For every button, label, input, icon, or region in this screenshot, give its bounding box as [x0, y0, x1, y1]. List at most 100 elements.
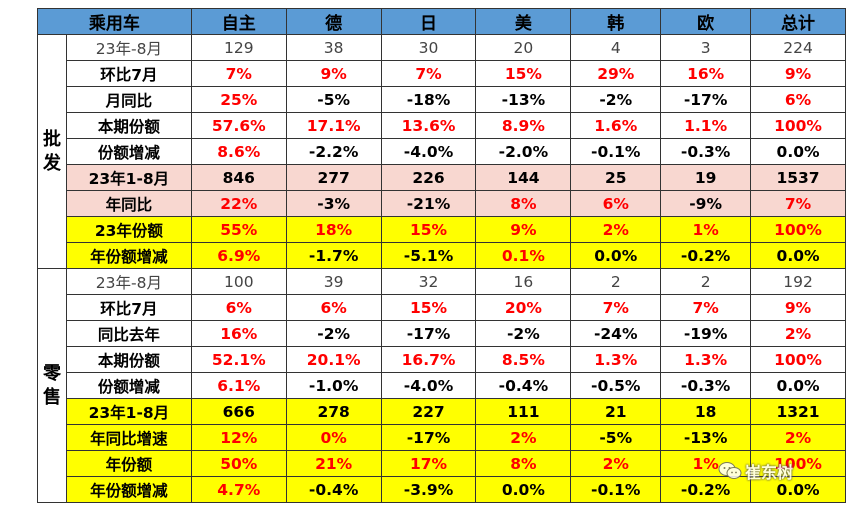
value-cell: 227	[380, 398, 477, 425]
value-cell: 1.3%	[570, 346, 662, 373]
value-cell: 16.7%	[380, 346, 477, 373]
value-cell: 55%	[190, 216, 287, 243]
value-cell: 277	[285, 164, 382, 191]
value-cell: -24%	[570, 320, 662, 347]
value-cell: 25	[570, 164, 662, 191]
table-row: 年同比 22% -3% -21% 8% 6% -9% 7%	[38, 190, 846, 217]
value-cell: -0.4%	[475, 372, 572, 399]
value-cell: 38	[285, 34, 382, 61]
value-cell: 111	[475, 398, 572, 425]
value-cell: -0.4%	[285, 476, 382, 503]
value-cell: 0.0%	[750, 372, 846, 399]
value-cell: 0%	[285, 424, 382, 451]
value-cell: 0.0%	[750, 138, 846, 165]
value-cell: 32	[380, 268, 477, 295]
row-label: 同比去年	[65, 320, 192, 347]
value-cell: -2.0%	[475, 138, 572, 165]
header-cell: 乘用车	[37, 8, 192, 35]
table-row: 同比去年 16% -2% -17% -2% -24% -19% 2%	[38, 320, 846, 347]
table-row: 本期份额 57.6% 17.1% 13.6% 8.9% 1.6% 1.1% 100%	[38, 112, 846, 139]
table-row: 环比7月 6% 6% 15% 20% 7% 7% 9%	[38, 294, 846, 321]
value-cell: 6%	[285, 294, 382, 321]
value-cell: 2%	[570, 450, 662, 477]
table-row: 本期份额 52.1% 20.1% 16.7% 8.5% 1.3% 1.3% 100%	[38, 346, 846, 373]
value-cell: 57.6%	[190, 112, 287, 139]
value-cell: 15%	[475, 60, 572, 87]
table-row: 零售 23年-8月 100 39 32 16 2 2 192	[37, 268, 846, 503]
value-cell: 0.0%	[475, 476, 572, 503]
value-cell: -17%	[380, 320, 477, 347]
value-cell: 7%	[750, 190, 846, 217]
value-cell: 7%	[570, 294, 662, 321]
value-cell: 25%	[190, 86, 287, 113]
value-cell: 100%	[750, 346, 846, 373]
table-row: 份额增减 8.6% -2.2% -4.0% -2.0% -0.1% -0.3% 0.0%	[38, 138, 846, 165]
value-cell: -2.2%	[285, 138, 382, 165]
row-label: 环比7月	[65, 294, 192, 321]
table-row: 年份额增减 6.9% -1.7% -5.1% 0.1% 0.0% -0.2% 0.0%	[38, 242, 846, 269]
group-label: 批发	[37, 34, 67, 269]
value-cell: 15%	[380, 294, 477, 321]
value-cell: 8.9%	[475, 112, 572, 139]
value-cell: -9%	[660, 190, 752, 217]
row-label: 本期份额	[65, 112, 192, 139]
value-cell: -18%	[380, 86, 477, 113]
value-cell: -0.2%	[660, 476, 752, 503]
value-cell: 9%	[750, 60, 846, 87]
value-cell: 8.5%	[475, 346, 572, 373]
value-cell: 0.0%	[570, 242, 662, 269]
value-cell: 7%	[380, 60, 477, 87]
value-cell: 7%	[660, 294, 752, 321]
row-label: 23年-8月	[65, 268, 192, 295]
row-label: 年份额增减	[65, 476, 192, 503]
header-cell: 欧	[660, 8, 752, 35]
header-cell: 德	[285, 8, 382, 35]
value-cell: 8%	[475, 190, 572, 217]
value-cell: 846	[190, 164, 287, 191]
header-cell: 自主	[190, 8, 287, 35]
value-cell: -5%	[570, 424, 662, 451]
value-cell: 8%	[475, 450, 572, 477]
value-cell: 0.0%	[750, 242, 846, 269]
value-cell: 1%	[660, 216, 752, 243]
table-row: 份额增减 6.1% -1.0% -4.0% -0.4% -0.5% -0.3% 0.0%	[38, 372, 846, 399]
row-label: 年份额	[65, 450, 192, 477]
value-cell: 52.1%	[190, 346, 287, 373]
value-cell: 12%	[190, 424, 287, 451]
value-cell: 20	[475, 34, 572, 61]
value-cell: 30	[380, 34, 477, 61]
value-cell: -5%	[285, 86, 382, 113]
header-row: 乘用车 自主 德 日 美 韩 欧 总计	[37, 8, 846, 35]
value-cell: 6%	[570, 190, 662, 217]
value-cell: -2%	[475, 320, 572, 347]
value-cell: -1.0%	[285, 372, 382, 399]
value-cell: 39	[285, 268, 382, 295]
value-cell: 19	[660, 164, 752, 191]
value-cell: 16%	[660, 60, 752, 87]
value-cell: 18	[660, 398, 752, 425]
row-label: 年份额增减	[65, 242, 192, 269]
value-cell: 29%	[570, 60, 662, 87]
value-cell: -19%	[660, 320, 752, 347]
value-cell: 20.1%	[285, 346, 382, 373]
table-row: 23年份额 55% 18% 15% 9% 2% 1% 100%	[38, 216, 846, 243]
value-cell: 1321	[750, 398, 846, 425]
value-cell: 6%	[750, 86, 846, 113]
value-cell: 100%	[750, 450, 846, 477]
value-cell: -4.0%	[380, 138, 477, 165]
value-cell: 6.1%	[190, 372, 287, 399]
row-label: 月同比	[65, 86, 192, 113]
value-cell: 0.1%	[475, 242, 572, 269]
value-cell: 2%	[570, 216, 662, 243]
value-cell: -0.1%	[570, 138, 662, 165]
header-cell: 总计	[750, 8, 846, 35]
value-cell: 20%	[475, 294, 572, 321]
row-label: 23年1-8月	[65, 164, 192, 191]
header-cell: 美	[475, 8, 572, 35]
value-cell: -3.9%	[380, 476, 477, 503]
value-cell: -0.1%	[570, 476, 662, 503]
value-cell: 129	[190, 34, 287, 61]
value-cell: -17%	[380, 424, 477, 451]
value-cell: -1.7%	[285, 242, 382, 269]
value-cell: 666	[190, 398, 287, 425]
